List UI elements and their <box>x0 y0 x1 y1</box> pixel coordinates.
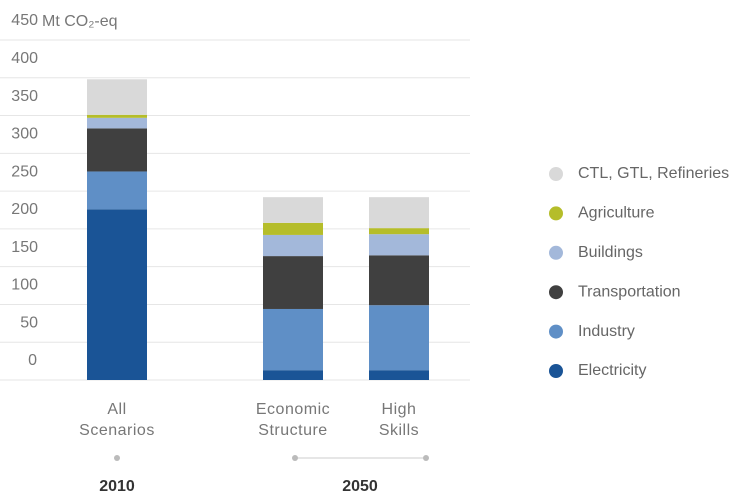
bar-segment <box>87 209 147 380</box>
bar-segment <box>87 79 147 115</box>
bar-segment <box>263 308 323 371</box>
x-tick-label: High <box>382 401 417 418</box>
y-tick-label: 100 <box>11 277 38 294</box>
x-tick-label: Scenarios <box>79 422 155 439</box>
legend-label: Agriculture <box>578 205 655 222</box>
bar-segment <box>369 370 429 380</box>
legend-swatch <box>549 285 563 300</box>
legend-label: CTL, GTL, Refineries <box>578 165 729 182</box>
y-tick-label: 200 <box>11 201 38 218</box>
y-tick-label: 300 <box>11 126 38 143</box>
x-tick-label: Skills <box>379 422 419 439</box>
bar-segment <box>87 117 147 129</box>
y-tick-label: 150 <box>11 239 38 256</box>
bar-segment <box>369 255 429 306</box>
group-dot <box>423 455 429 461</box>
bar-segment <box>369 228 429 235</box>
y-tick-label: 50 <box>20 314 38 331</box>
bar-segment <box>369 305 429 371</box>
legend-swatch <box>549 245 563 260</box>
y-tick-label: 250 <box>11 163 38 180</box>
legend-label: Buildings <box>578 244 643 261</box>
legend-label: Electricity <box>578 362 646 379</box>
legend-swatch <box>549 324 563 339</box>
group-dot <box>114 455 120 461</box>
legend-swatch <box>549 167 563 181</box>
x-tick-label: All <box>107 401 126 418</box>
bar-segment <box>369 234 429 256</box>
bar-segment <box>87 171 147 210</box>
x-tick-label: Economic <box>256 401 330 418</box>
legend-swatch <box>549 364 563 378</box>
y-tick-label: 400 <box>11 50 38 67</box>
group-dot <box>292 455 298 461</box>
y-tick-label: 350 <box>11 88 38 105</box>
bar-segment <box>87 114 147 118</box>
legend-label: Transportation <box>578 283 681 300</box>
legend-label: Industry <box>578 323 635 340</box>
bar-segment <box>263 197 323 223</box>
bar-segment <box>87 128 147 172</box>
bar-segment <box>263 256 323 309</box>
legend-swatch <box>549 206 563 221</box>
bar-segment <box>263 222 323 235</box>
y-tick-label: 450 <box>11 12 38 29</box>
y-tick-label: 0 <box>28 352 37 369</box>
x-tick-label: Structure <box>258 422 327 439</box>
group-label: 2050 <box>342 478 378 495</box>
group-label: 2010 <box>99 478 135 495</box>
y-axis-label: Mt CO₂-eq <box>42 13 118 30</box>
bar-segment <box>263 234 323 257</box>
bar-segment <box>263 370 323 380</box>
bar-segment <box>369 197 429 229</box>
